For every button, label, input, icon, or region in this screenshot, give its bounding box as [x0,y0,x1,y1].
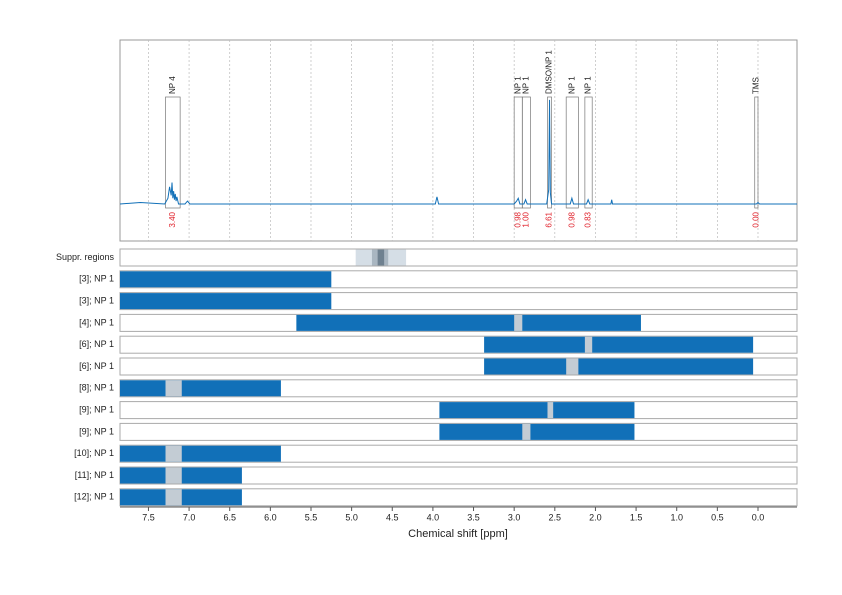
row-label: [11]; NP 1 [75,470,114,480]
peak-label: NP 1 [513,76,522,94]
x-tick-label: 4.5 [386,512,399,522]
integral-label: 0.83 [584,211,593,227]
range-bar [120,271,332,288]
range-bar [439,402,635,419]
row-label: [6]; NP 1 [79,361,114,371]
row-frame [119,248,798,267]
x-tick-label: 2.0 [589,512,602,522]
range-gap [547,402,554,419]
integral-label: 1.00 [521,211,530,227]
spectrum-frame [119,39,798,242]
row-label: Suppr. regions [56,252,115,262]
row-label: [9]; NP 1 [79,426,114,436]
integral-label: 0.98 [513,211,522,227]
x-tick-label: 4.0 [427,512,440,522]
peak-label: NP 4 [168,76,177,94]
peak-box [547,96,552,209]
peak-label: NP 1 [521,76,530,94]
integral-label: 6.61 [545,211,554,227]
peak-box [165,96,181,209]
row-label: [3]; NP 1 [79,274,114,284]
x-tick-label: 0.0 [752,512,765,522]
peak-label: DMSO/NP 1 [545,50,554,94]
range-gap [522,423,531,440]
x-axis-title: Chemical shift [ppm] [408,528,508,540]
range-gap [165,489,182,506]
suppression-region [377,249,385,266]
range-gap [566,358,579,375]
x-tick-label: 1.5 [630,512,643,522]
integral-label: 0.98 [567,211,576,227]
row-label: [4]; NP 1 [79,317,114,327]
row-label: [10]; NP 1 [74,448,114,458]
spectrum-line [119,99,797,205]
peak-box [521,96,531,209]
peak-label: NP 1 [567,76,576,94]
row-label: [3]; NP 1 [79,295,114,305]
range-bar [484,336,754,353]
range-bar [120,445,281,462]
x-tick-label: 3.0 [508,512,521,522]
x-tick-label: 1.0 [670,512,683,522]
row-label: [8]; NP 1 [79,383,114,393]
range-bar [120,293,332,310]
integral-label: 3.40 [168,211,177,227]
integral-label: 0.00 [751,211,760,227]
range-bar [439,423,635,440]
peak-box [565,96,579,209]
x-tick-label: 6.0 [264,512,277,522]
peak-box [754,96,759,209]
range-gap [165,445,182,462]
range-bar [120,380,281,397]
peak-box [584,96,593,209]
range-gap [514,314,523,331]
range-gap [584,336,593,353]
range-bar [484,358,754,375]
x-tick-label: 0.5 [711,512,724,522]
x-tick-label: 7.5 [142,512,155,522]
peak-label: TMS [751,77,760,94]
x-tick-label: 2.5 [549,512,562,522]
x-tick-label: 5.5 [305,512,318,522]
peak-label: NP 1 [584,76,593,94]
row-label: [6]; NP 1 [79,339,114,349]
x-tick-label: 3.5 [467,512,480,522]
peak-box [513,96,523,209]
row-label: [12]; NP 1 [74,492,114,502]
x-tick-label: 5.0 [345,512,358,522]
range-gap [165,467,182,484]
range-bar [296,314,641,331]
range-gap [165,380,182,397]
x-tick-label: 7.0 [183,512,196,522]
row-label: [9]; NP 1 [79,404,114,414]
x-tick-label: 6.5 [223,512,236,522]
